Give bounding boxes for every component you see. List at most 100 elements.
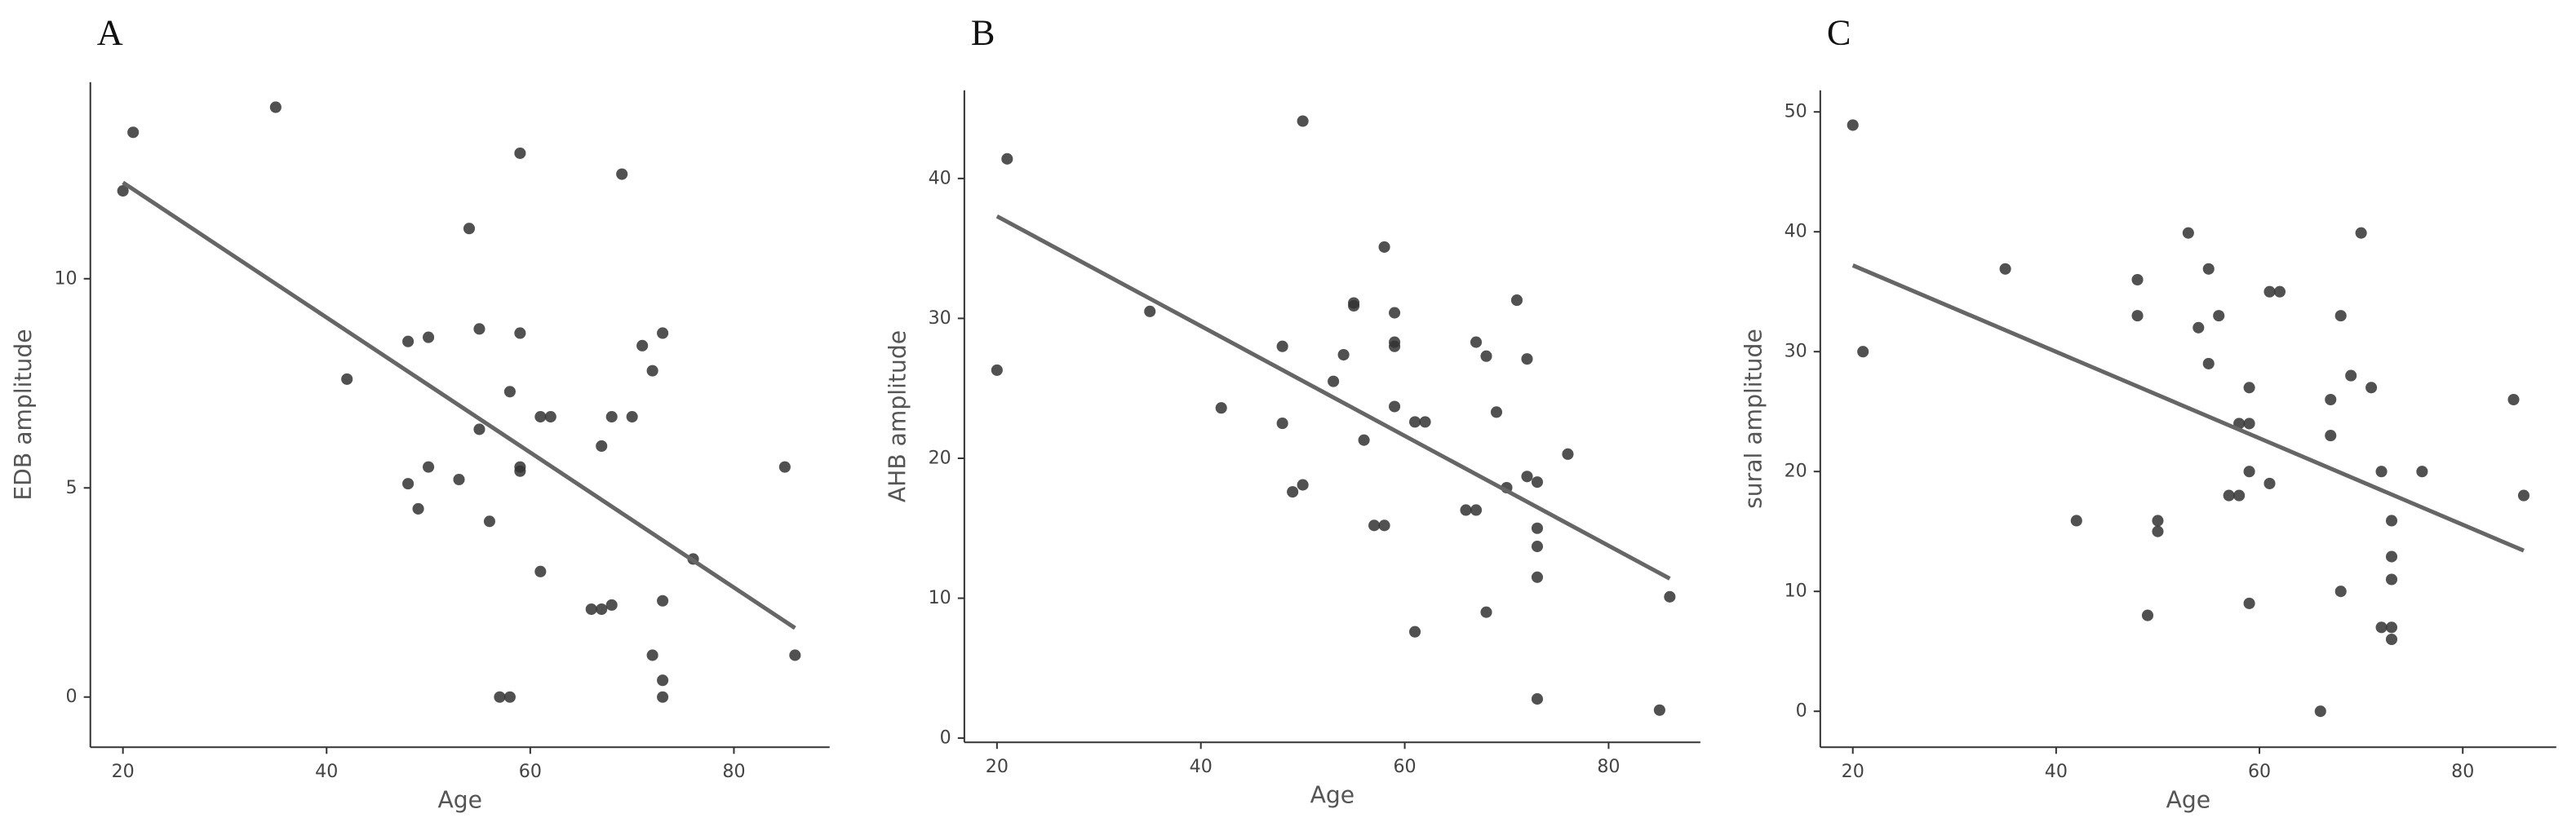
point [626, 411, 638, 423]
point [1287, 486, 1299, 498]
point [1337, 348, 1350, 361]
point [1521, 471, 1533, 483]
point [2263, 285, 2276, 298]
x-tick-label: 60 [1393, 756, 1416, 777]
point [2507, 393, 2520, 406]
point [1470, 336, 1483, 348]
point [1490, 406, 1503, 418]
point [1664, 590, 1676, 603]
point [2314, 705, 2326, 718]
point [2385, 633, 2398, 646]
panel-title: C [1827, 12, 1851, 52]
point [646, 365, 658, 377]
point [2385, 515, 2398, 527]
point [605, 599, 618, 611]
x-tick-label: 80 [722, 761, 745, 782]
point [534, 565, 547, 577]
point [2517, 489, 2530, 502]
y-tick-label: 40 [929, 167, 951, 188]
point [1999, 263, 2011, 275]
point [605, 411, 618, 423]
x-tick-label: 40 [1190, 756, 1213, 777]
point [2385, 550, 2398, 563]
point [1531, 693, 1544, 705]
point [2152, 525, 2164, 537]
fit-line [122, 180, 796, 630]
point [463, 223, 476, 235]
point [1144, 305, 1156, 317]
point [473, 323, 485, 335]
point [269, 101, 282, 113]
point [657, 327, 669, 339]
y-tick-label: 10 [54, 267, 77, 289]
point [412, 502, 424, 515]
point [2385, 621, 2398, 634]
point [657, 595, 669, 607]
point [2334, 586, 2347, 598]
point [534, 411, 547, 423]
y-tick-label: 50 [1785, 101, 1807, 122]
y-axis-label: AHB amplitude [884, 330, 911, 502]
point [117, 185, 129, 197]
point [2243, 418, 2255, 430]
point [2131, 273, 2144, 286]
point [636, 339, 649, 351]
point [657, 674, 669, 687]
x-tick-label: 20 [112, 761, 135, 782]
point [1531, 541, 1544, 553]
point [473, 423, 485, 435]
x-tick-label: 80 [1597, 756, 1620, 777]
point [1531, 476, 1544, 488]
point [2213, 310, 2225, 322]
y-tick-label: 10 [1785, 581, 1807, 602]
point [423, 331, 435, 343]
x-tick-label: 60 [2248, 761, 2271, 782]
point [646, 649, 658, 661]
point [2375, 621, 2388, 634]
y-tick-label: 10 [929, 587, 951, 608]
point [1297, 479, 1309, 491]
point [453, 473, 465, 486]
point [1358, 434, 1370, 446]
point [503, 386, 516, 398]
point [1531, 571, 1544, 583]
point [2385, 573, 2398, 586]
point [2192, 321, 2205, 334]
point [1470, 504, 1483, 516]
point [127, 126, 140, 139]
point [503, 691, 516, 703]
x-tick-label: 20 [1842, 761, 1864, 782]
point [1409, 416, 1421, 428]
panel-title: B [971, 12, 995, 52]
x-axis-label: Age [437, 787, 482, 814]
point [544, 411, 556, 423]
point [402, 478, 415, 490]
point [2375, 466, 2388, 478]
point [596, 603, 608, 616]
point [423, 461, 435, 473]
point [2141, 609, 2154, 621]
point [1460, 504, 1472, 516]
point [2355, 227, 2367, 239]
point [2070, 515, 2082, 527]
point [1389, 307, 1401, 319]
y-tick-label: 20 [1785, 461, 1807, 482]
x-tick-label: 80 [2451, 761, 2474, 782]
point [1847, 119, 1859, 131]
point [514, 147, 526, 159]
point [1378, 519, 1390, 532]
point [2273, 285, 2286, 298]
point [2223, 489, 2235, 502]
y-axis-label: sural amplitude [1740, 329, 1767, 509]
point [1531, 522, 1544, 534]
point [596, 440, 608, 453]
y-tick-label: 5 [66, 477, 78, 498]
point [657, 691, 669, 703]
y-tick-label: 20 [929, 447, 951, 468]
point [789, 649, 801, 661]
point [1215, 402, 1227, 414]
point [1276, 418, 1288, 430]
fit-line [1851, 263, 2525, 553]
